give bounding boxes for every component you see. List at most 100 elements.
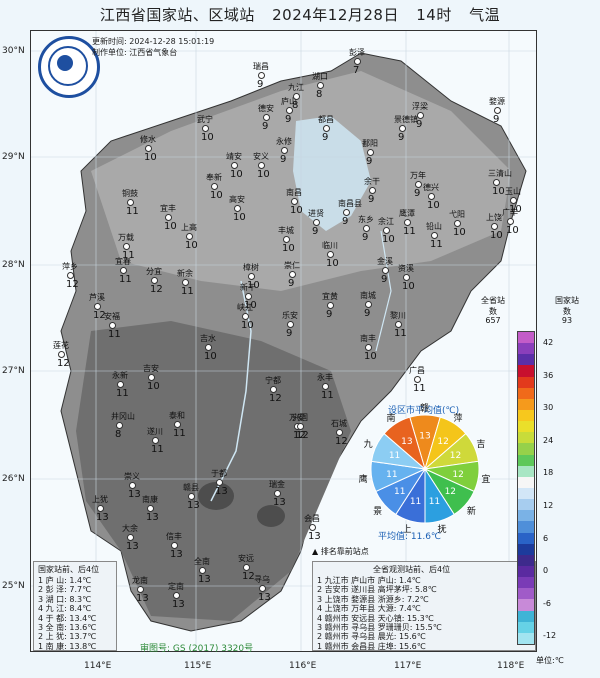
station-marker (354, 58, 361, 65)
station-marker (94, 303, 101, 310)
station-name: 兴国 (292, 413, 308, 422)
station-marker (173, 592, 180, 599)
color-scale-cell (518, 376, 534, 389)
station-marker (270, 386, 277, 393)
station-temperature: 13 (128, 489, 141, 500)
station-temperature: 13 (187, 500, 200, 511)
scale-tick-label: -6 (543, 598, 551, 608)
station-temperature: 9 (493, 114, 500, 125)
station-temperature: 10 (427, 200, 440, 211)
station-marker (263, 114, 270, 121)
color-scale-cell (518, 566, 534, 578)
station-name: 三清山 (488, 169, 512, 178)
lat-label: 28°N (2, 260, 25, 270)
color-scale-cell (518, 577, 534, 589)
color-scale-cell (518, 610, 534, 623)
station-temperature: 10 (164, 221, 177, 232)
station-marker (383, 227, 390, 234)
station-temperature: 13 (172, 599, 185, 610)
station-marker (148, 374, 155, 381)
pie-slice-value: 13 (419, 432, 430, 442)
lat-label: 30°N (2, 46, 25, 56)
station-temperature: 9 (280, 154, 287, 165)
map-approval-number: 审图号: GS (2017) 3320号 (140, 644, 254, 654)
station-temperature: 10 (244, 300, 257, 311)
station-temperature: 9 (368, 194, 375, 205)
station-temperature: 10 (382, 234, 395, 245)
national-ranking-row: 2 彭 泽: 7.7℃ (38, 585, 92, 595)
color-scale-bar (517, 331, 535, 645)
station-temperature: 9 (288, 278, 295, 289)
station-name: 会昌 (304, 514, 320, 523)
color-scale-cell (518, 398, 534, 411)
station-temperature: 11 (413, 383, 426, 394)
pie-slice-label: 吉 (476, 440, 486, 451)
station-temperature: 10 (402, 281, 415, 292)
station-marker (152, 437, 159, 444)
pie-slice-value: 11 (394, 487, 405, 497)
station-name: 新余 (177, 269, 193, 278)
station-marker (309, 524, 316, 531)
station-temperature: 13 (258, 592, 271, 603)
station-temperature: 10 (201, 132, 214, 143)
station-name: 安义 (253, 152, 269, 161)
national-ranking-row: 4 于 都: 13.4℃ (38, 613, 97, 623)
station-name: 永修 (276, 137, 292, 146)
scale-tick-label: -12 (543, 631, 557, 641)
station-name: 靖安 (226, 152, 242, 161)
pie-slice-label: 赣 (420, 404, 430, 414)
station-marker (199, 567, 206, 574)
station-marker (404, 219, 411, 226)
station-temperature: 12 (150, 284, 163, 295)
station-marker (259, 585, 266, 592)
scale-tick-label: 36 (543, 370, 554, 380)
station-marker (120, 267, 127, 274)
scale-tick-label: 12 (543, 501, 554, 510)
station-name: 樟树 (243, 263, 259, 272)
station-marker (245, 293, 252, 300)
station-marker (291, 198, 298, 205)
station-marker (431, 232, 438, 239)
title-element: 气温 (469, 6, 501, 24)
color-scale-cell (518, 521, 534, 534)
color-scale-cell (518, 488, 534, 500)
station-name: 永丰 (317, 373, 333, 382)
lon-label: 118°E (497, 661, 525, 671)
pie-slice-value: 12 (437, 437, 448, 447)
station-name: 井冈山 (111, 412, 135, 421)
station-name: 峡江 (237, 303, 253, 312)
station-marker (109, 322, 116, 329)
pie-average: 平均值: 11.6℃ (378, 532, 442, 542)
station-temperature: 12 (296, 430, 309, 441)
station-temperature: 10 (364, 351, 377, 362)
station-name: 南昌县 (338, 199, 362, 208)
station-temperature: 13 (146, 512, 159, 523)
station-marker (234, 205, 241, 212)
station-temperature: 11 (108, 329, 121, 340)
station-temperature: 12 (269, 393, 282, 404)
station-name: 广昌 (409, 366, 425, 375)
station-temperature: 10 (282, 243, 295, 254)
station-marker (363, 225, 370, 232)
station-marker (286, 107, 293, 114)
station-name: 南丰 (360, 334, 376, 343)
color-scale-cell (518, 499, 534, 511)
lat-label: 26°N (2, 474, 25, 484)
station-name: 定南 (168, 582, 184, 591)
station-temperature: 11 (119, 274, 132, 285)
poyang-lake (293, 116, 371, 231)
station-marker (382, 267, 389, 274)
producer: 制作单位: 江西省气象台 (92, 48, 178, 57)
station-marker (365, 301, 372, 308)
station-temperature: 10 (453, 227, 466, 238)
station-temperature: 11 (116, 388, 129, 399)
station-marker (274, 490, 281, 497)
river (375, 230, 392, 352)
national-ranking-row: 1 庐 山: 1.4℃ (38, 576, 92, 585)
station-name: 吉安 (143, 364, 159, 373)
pie-slice-label: 萍 (453, 413, 463, 424)
color-scale-cell (518, 354, 534, 366)
station-marker (116, 422, 123, 429)
station-marker (174, 421, 181, 428)
